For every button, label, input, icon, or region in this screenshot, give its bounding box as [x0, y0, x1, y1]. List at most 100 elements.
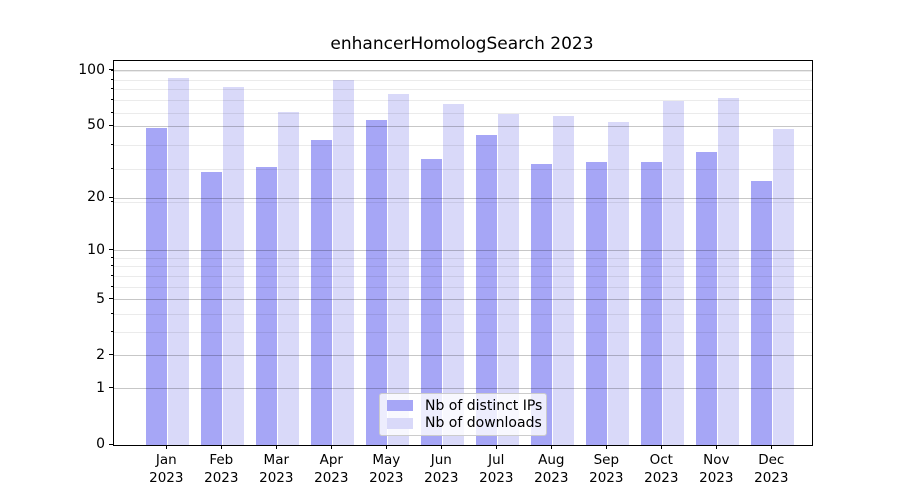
bar-downloads: [717, 98, 739, 445]
y-axis-minor-tick: [110, 313, 113, 314]
bar-distinct-ips: [200, 172, 222, 445]
y-axis-minor-tick: [110, 331, 113, 333]
y-axis-tick-label: 2: [96, 346, 105, 363]
gridline: [114, 168, 812, 170]
gridline: [114, 201, 812, 203]
y-axis-minor-tick: [110, 265, 113, 267]
gridline: [114, 275, 812, 277]
y-axis-tick: [109, 124, 113, 126]
bar-downloads: [332, 80, 354, 445]
y-axis-minor-tick: [110, 78, 113, 80]
x-axis-tick-label: Sep 2023: [589, 452, 624, 486]
x-axis-tick: [605, 445, 607, 449]
y-axis-tick: [109, 196, 113, 198]
x-axis-tick: [495, 445, 497, 449]
y-axis-tick-label: 0: [96, 436, 105, 452]
gridline: [114, 250, 812, 252]
y-axis-tick: [109, 387, 113, 389]
gridline: [114, 314, 812, 315]
legend: Nb of distinct IPs Nb of downloads: [379, 393, 547, 436]
gridline: [114, 89, 812, 91]
x-axis-tick: [770, 445, 772, 449]
gridline: [114, 79, 812, 81]
x-axis-tick: [275, 445, 277, 449]
x-axis-tick-label: Jan 2023: [149, 452, 184, 486]
x-axis-tick: [165, 445, 167, 449]
plot-area: [113, 60, 813, 446]
gridline: [114, 112, 812, 114]
bar-distinct-ips: [475, 134, 497, 445]
y-axis-tick: [109, 298, 113, 300]
x-axis-tick: [440, 445, 442, 449]
gridline: [114, 145, 812, 147]
gridline: [114, 70, 812, 72]
y-axis-tick: [109, 69, 113, 71]
gridline: [114, 125, 812, 127]
bar-downloads: [662, 100, 684, 445]
y-axis-tick-label: 100: [78, 61, 105, 78]
legend-swatch-downloads: [387, 417, 413, 429]
y-axis-tick-label: 50: [87, 117, 105, 134]
y-axis-minor-tick: [110, 111, 113, 113]
y-axis-minor-tick: [110, 256, 113, 258]
legend-item-distinct-ips: Nb of distinct IPs: [387, 398, 546, 414]
gridline: [114, 257, 812, 259]
x-axis-tick: [715, 445, 717, 449]
bar-distinct-ips: [145, 127, 167, 445]
x-axis-tick-label: Oct 2023: [644, 452, 679, 486]
legend-label: Nb of distinct IPs: [425, 397, 543, 414]
legend-item-downloads: Nb of downloads: [387, 415, 546, 431]
bar-downloads: [277, 111, 299, 445]
bar-distinct-ips: [750, 180, 772, 445]
gridline: [114, 332, 812, 334]
y-axis-minor-tick: [110, 70, 113, 72]
x-axis-tick-label: Feb 2023: [204, 452, 239, 486]
x-axis-tick-label: Jun 2023: [424, 452, 459, 486]
y-axis-tick: [109, 443, 113, 445]
x-axis-tick: [660, 445, 662, 449]
bar-downloads: [387, 93, 409, 445]
bar-distinct-ips: [365, 120, 387, 445]
bar-distinct-ips: [640, 161, 662, 445]
bar-downloads: [552, 115, 574, 445]
gridline: [114, 286, 812, 288]
y-axis-minor-tick: [110, 200, 113, 202]
bar-downloads: [442, 104, 464, 445]
y-axis-minor-tick: [110, 167, 113, 169]
bar-downloads: [222, 86, 244, 445]
x-axis-tick-label: Dec 2023: [754, 452, 789, 486]
x-axis-tick-label: Apr 2023: [314, 452, 349, 486]
bar-distinct-ips: [695, 152, 717, 445]
y-axis-tick: [109, 249, 113, 251]
bar-distinct-ips: [420, 159, 442, 445]
bar-downloads: [607, 121, 629, 445]
x-axis-tick-label: Nov 2023: [699, 452, 734, 486]
gridline: [114, 71, 812, 73]
chart-title: enhancerHomologSearch 2023: [330, 34, 594, 54]
gridline: [114, 266, 812, 268]
bar-downloads: [167, 78, 189, 445]
bar-downloads: [497, 114, 519, 445]
gridline: [114, 197, 812, 199]
y-axis-tick-label: 5: [96, 290, 105, 307]
bar-downloads: [772, 129, 794, 445]
bar-distinct-ips: [255, 166, 277, 445]
x-axis-tick: [550, 445, 552, 449]
y-axis-tick-label: 20: [87, 189, 105, 206]
y-axis-tick-label: 10: [87, 241, 105, 258]
x-axis-tick-label: Jul 2023: [479, 452, 514, 486]
x-axis-tick: [330, 445, 332, 449]
gridline: [114, 299, 812, 301]
legend-label: Nb of downloads: [425, 415, 542, 432]
gridline: [114, 388, 812, 390]
y-axis-minor-tick: [110, 274, 113, 276]
bar-distinct-ips: [530, 164, 552, 445]
gridline: [114, 355, 812, 357]
x-axis-tick: [220, 445, 222, 449]
y-axis-minor-tick: [110, 144, 113, 146]
bar-distinct-ips: [310, 140, 332, 445]
gridline: [114, 100, 812, 102]
y-axis-tick-label: 1: [96, 379, 105, 396]
x-axis-tick-label: May 2023: [369, 452, 404, 486]
y-axis-tick: [109, 354, 113, 356]
